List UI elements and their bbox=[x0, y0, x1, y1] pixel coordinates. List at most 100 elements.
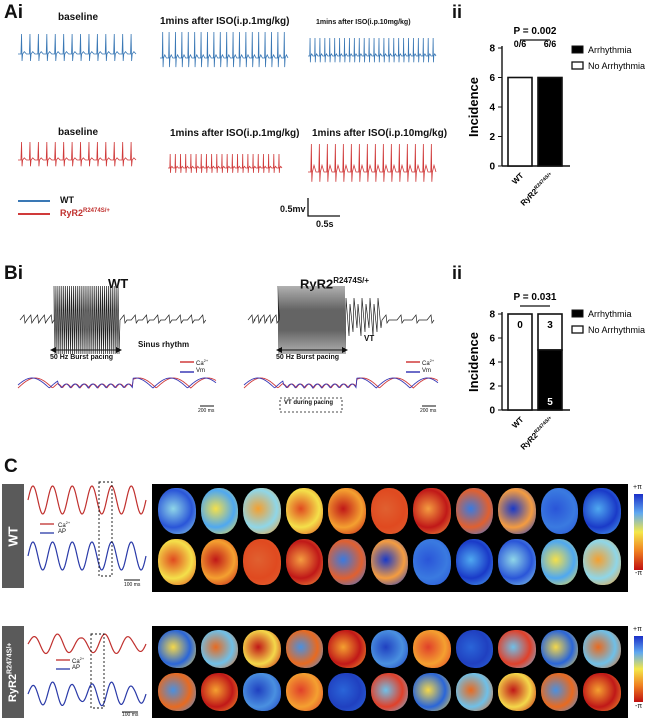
phase-map-frame bbox=[158, 488, 196, 534]
wt-iso1-title: 1mins after ISO(i.p.1mg/kg) bbox=[160, 16, 290, 27]
phase-map-frame bbox=[498, 673, 536, 711]
vt-pacing-label: VT during pacing bbox=[284, 400, 333, 406]
ryr-burst-arrow-head-right bbox=[342, 347, 348, 353]
phase-map-frame bbox=[413, 673, 451, 711]
b-ryr-scale-label: 200 ms bbox=[420, 408, 437, 414]
y-tick-label: 6 bbox=[489, 334, 495, 345]
b-wt-legend-ca-text: Ca bbox=[196, 361, 204, 367]
wt-c-scale-label: 100 ms bbox=[124, 582, 141, 588]
ryr-burst-ecg-trace bbox=[247, 285, 435, 355]
scale-bar bbox=[307, 198, 340, 217]
phase-map-frame bbox=[370, 630, 409, 668]
ryr-b-title-sup: R2474S/+ bbox=[333, 276, 370, 285]
phase-map-frame bbox=[540, 539, 579, 585]
legend-no-arrhythmia-label: No Arrhythmia bbox=[588, 325, 645, 335]
phase-map-frame bbox=[498, 539, 536, 585]
legend-arrhythmia-label: Arrhythmia bbox=[588, 45, 632, 55]
wt-colorbar-bottom: -π bbox=[635, 570, 643, 577]
phase-map-frame bbox=[200, 488, 239, 534]
ryr-optical-traces bbox=[243, 377, 439, 389]
ryr-c-legend-ca-text: Ca bbox=[72, 659, 80, 665]
y-tick-label: 4 bbox=[489, 358, 495, 369]
ryr-colorbar-bottom: -π bbox=[635, 703, 643, 710]
legend-no-arrhythmia-swatch bbox=[571, 325, 584, 334]
panel-b-ii-letter: ii bbox=[452, 263, 463, 283]
phase-map-frame bbox=[498, 488, 536, 534]
phase-map-frame bbox=[413, 488, 451, 534]
y-axis-label: Incidence bbox=[466, 77, 481, 137]
ryr-iso10-title: 1mins after ISO(i.p.10mg/kg) bbox=[312, 128, 448, 139]
b-ryr-legend-ca-sup: 2+ bbox=[429, 358, 435, 363]
panel-b-letter: Bi bbox=[4, 263, 23, 284]
wt-b-title: WT bbox=[108, 276, 129, 291]
y-tick-label: 0 bbox=[489, 406, 495, 417]
wt-baseline-trace bbox=[18, 33, 137, 62]
ryr-top-segment-label: 3 bbox=[547, 320, 553, 331]
phase-map-frame bbox=[328, 488, 366, 534]
wt-burst-arrow-head-left bbox=[50, 347, 56, 353]
wt-ca-trace bbox=[27, 485, 147, 515]
wt-window-box bbox=[98, 481, 113, 577]
ryr-colorbar bbox=[634, 636, 643, 702]
panel-c-traces bbox=[27, 481, 147, 713]
ryr-window-box bbox=[90, 633, 105, 709]
wt-side-label: WT bbox=[2, 484, 24, 588]
phase-map-frame bbox=[328, 673, 366, 711]
phase-map-frame bbox=[370, 539, 409, 585]
panel-c-letter: C bbox=[4, 456, 18, 477]
wt-iso10-title-text: 1mins after ISO(i.p.10mg/kg) bbox=[316, 19, 411, 26]
wt-burst-arrow-head-right bbox=[116, 347, 122, 353]
y-axis-label: Incidence bbox=[466, 332, 481, 392]
phase-map-frame bbox=[583, 488, 621, 534]
wt-iso10-trace bbox=[308, 37, 437, 63]
bar-count-label: 6/6 bbox=[544, 39, 557, 49]
legend-arrhythmia-swatch bbox=[571, 45, 584, 54]
bar-arrhythmia bbox=[537, 76, 563, 167]
wt-ap-trace bbox=[27, 541, 147, 571]
panel-a-ii-letter: ii bbox=[452, 2, 463, 22]
wt-iso1-trace bbox=[160, 31, 289, 68]
phase-map-frame bbox=[285, 539, 324, 585]
ryr-phase-maps bbox=[152, 626, 628, 718]
ryr-iso1-trace bbox=[168, 153, 283, 173]
wt-optical-traces bbox=[17, 377, 217, 389]
panel-a-letter: Ai bbox=[4, 2, 23, 23]
b-ryr-legend-ca: Ca2+ bbox=[422, 358, 434, 367]
bar-no-arrhythmia bbox=[507, 313, 533, 411]
vt-label: VT bbox=[364, 334, 375, 343]
ryr-colorbar-top: +π bbox=[633, 626, 642, 633]
phase-map-frame bbox=[328, 630, 366, 668]
phase-map-frame bbox=[285, 630, 324, 668]
ryr-baseline-title: baseline bbox=[58, 127, 99, 138]
legend-ryr-label: RyR2R2474S/+ bbox=[60, 208, 110, 218]
x-tick-label: WT bbox=[510, 415, 525, 430]
phase-map-frame bbox=[243, 630, 281, 668]
phase-map-frame bbox=[413, 630, 451, 668]
phase-map-frame bbox=[285, 488, 324, 534]
phase-map-frame bbox=[455, 673, 494, 711]
p-value: P = 0.002 bbox=[514, 26, 557, 37]
phase-map-frame bbox=[455, 488, 494, 534]
phase-map-frame bbox=[370, 673, 409, 711]
phase-map-frame bbox=[200, 630, 239, 668]
wt-burst-ecg-trace bbox=[19, 285, 207, 355]
ryr-c-scale-label: 100 ms bbox=[122, 712, 139, 718]
wt-phase-maps bbox=[152, 484, 628, 592]
phase-map-frame bbox=[328, 539, 366, 585]
x-tick-label: WT bbox=[510, 171, 525, 186]
ryr-iso10-trace bbox=[308, 143, 437, 182]
ryr-burst-arrow-head-left bbox=[276, 347, 282, 353]
ryr-baseline-trace bbox=[18, 141, 137, 167]
bar-no-arrhythmia bbox=[507, 76, 533, 167]
wt-c-legend-ca-sup: 2+ bbox=[65, 520, 71, 525]
bar-count-label: 0/6 bbox=[514, 39, 527, 49]
ryr-ca-trace bbox=[27, 633, 147, 655]
phase-map-frame bbox=[370, 488, 409, 534]
p-value: P = 0.031 bbox=[514, 292, 557, 303]
phase-map-frame bbox=[200, 673, 239, 711]
scale-voltage-label: 0.5mv bbox=[280, 204, 306, 214]
legend-no-arrhythmia-label: No Arrhythmia bbox=[588, 61, 645, 71]
y-tick-label: 6 bbox=[489, 73, 495, 84]
phase-map-frame bbox=[540, 488, 579, 534]
